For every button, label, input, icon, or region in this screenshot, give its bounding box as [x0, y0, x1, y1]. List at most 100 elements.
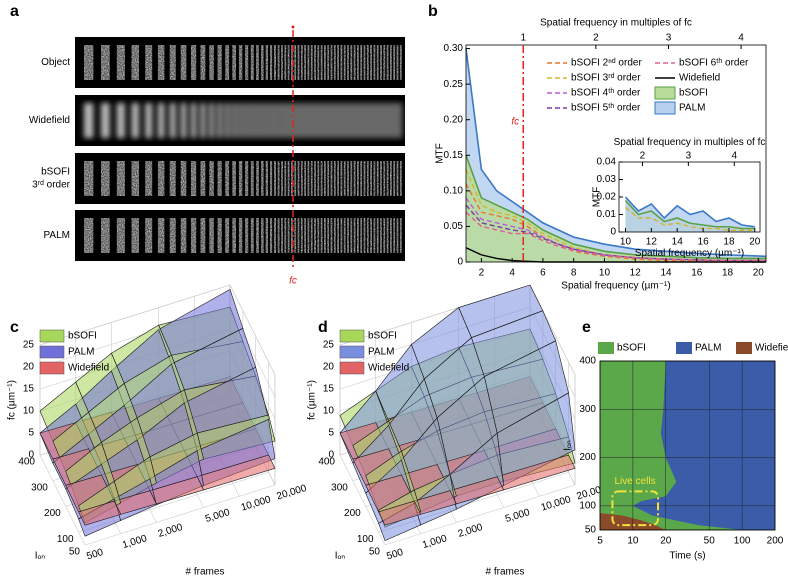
grating-bar: [366, 103, 369, 138]
y-tick-label: 300: [579, 404, 596, 415]
grating-bar: [333, 161, 336, 196]
region: [632, 361, 775, 530]
grating-bar: [347, 161, 349, 196]
grating-bar: [277, 45, 280, 80]
grating-bar: [209, 218, 214, 253]
grating-bar: [294, 218, 297, 253]
grating-bar: [370, 161, 373, 196]
y-tick-label: 100: [357, 534, 374, 545]
x-tick-label: 18: [723, 237, 735, 248]
grating-bar: [337, 161, 340, 196]
grating-bar: [200, 103, 206, 138]
grating-bar: [310, 218, 313, 253]
grating-bar: [320, 45, 323, 80]
y-tick-label: 0.02: [597, 192, 617, 203]
grid-line: [384, 375, 576, 546]
grating-bar: [307, 161, 310, 196]
grating-bar: [343, 161, 346, 196]
grating-bar: [380, 103, 382, 138]
grating-bar: [373, 161, 376, 196]
grating-bar: [256, 218, 259, 253]
grating-bar: [116, 103, 125, 138]
y-axis-label: Iₒₙ: [35, 551, 46, 562]
grating-bar: [340, 218, 343, 253]
grating-bar: [250, 45, 254, 80]
x-axis-label: Spatial frequency (µm⁻¹): [635, 248, 744, 259]
series-line: [465, 211, 766, 262]
grating-bar: [145, 45, 153, 80]
series-line: [625, 206, 755, 231]
legend-swatch: [339, 345, 365, 359]
grating-bar: [370, 103, 373, 138]
grating-bar: [340, 45, 343, 80]
grating-bar: [337, 45, 340, 80]
grating-bar: [396, 45, 399, 80]
grating-bar: [350, 45, 353, 80]
y-tick-label: 0.20: [444, 114, 464, 125]
grating-bar: [373, 218, 376, 253]
grating-bar: [360, 161, 363, 196]
legend-label: Widefield: [368, 363, 409, 374]
grating-bar: [350, 218, 353, 253]
grating-bar: [238, 45, 243, 80]
x-tick-label: 5: [597, 536, 603, 547]
grating-bar: [393, 45, 396, 80]
surface-patch: [378, 500, 422, 526]
y-tick-label: 50: [369, 547, 381, 558]
z-axis-label: fc (µm⁻¹): [307, 380, 318, 420]
legend-label: bSOFI: [368, 331, 397, 342]
grating-bar: [273, 103, 276, 138]
plot-frame: [599, 360, 776, 531]
legend-label: Widefield: [755, 343, 788, 354]
grating-bar: [314, 161, 316, 196]
grating-bar: [297, 161, 300, 196]
grating-bar: [145, 161, 153, 196]
grating-bar: [180, 218, 187, 253]
x2-tick-label: 2: [593, 33, 599, 44]
grating-bar: [343, 103, 346, 138]
legend-label: PALM: [368, 347, 395, 358]
grating-bar: [396, 161, 399, 196]
grating-bar: [340, 103, 343, 138]
grating-bar: [304, 45, 307, 80]
grating-bar: [291, 218, 293, 253]
grating-bar: [363, 218, 366, 253]
grating-bar: [265, 161, 269, 196]
y-tick-label: 100: [57, 534, 74, 545]
y-tick-label: 400: [579, 356, 596, 367]
x-axis-label: # frames: [486, 567, 525, 578]
grating-bar: [157, 103, 165, 138]
z-tick-label: 25: [23, 340, 35, 351]
grating-bar: [238, 218, 243, 253]
grating-bar: [169, 45, 176, 80]
z-tick-label: 5: [28, 428, 34, 439]
grating-bar: [287, 161, 290, 196]
x-axis-label: Time (s): [669, 551, 705, 562]
z-tick-label: 10: [323, 406, 335, 417]
grating-bar: [310, 45, 313, 80]
grating-bar: [284, 45, 287, 80]
y-tick-label: 300: [31, 482, 48, 493]
grating: [84, 103, 402, 138]
grating-bar: [350, 103, 353, 138]
grating-bar: [209, 161, 214, 196]
grating-bar: [327, 45, 330, 80]
grating-bar: [320, 103, 323, 138]
grating-bar: [217, 103, 222, 138]
grating-bar: [190, 218, 197, 253]
plot-frame: [465, 44, 767, 263]
y-tick-label: 0.25: [444, 79, 464, 90]
y-tick-label: 200: [44, 508, 61, 519]
grating-bar: [277, 103, 280, 138]
legend-swatch: [654, 86, 676, 100]
grating-bar: [265, 218, 269, 253]
legend-swatch: [598, 342, 614, 354]
grating-bar: [101, 45, 110, 80]
x2-tick-label: 4: [731, 150, 737, 161]
z-tick-label: 15: [323, 384, 335, 395]
x2-tick-label: 3: [686, 150, 692, 161]
grating-bar: [399, 45, 402, 80]
grating-bar: [399, 218, 402, 253]
grating-bar: [376, 161, 379, 196]
grating-bar: [333, 45, 336, 80]
